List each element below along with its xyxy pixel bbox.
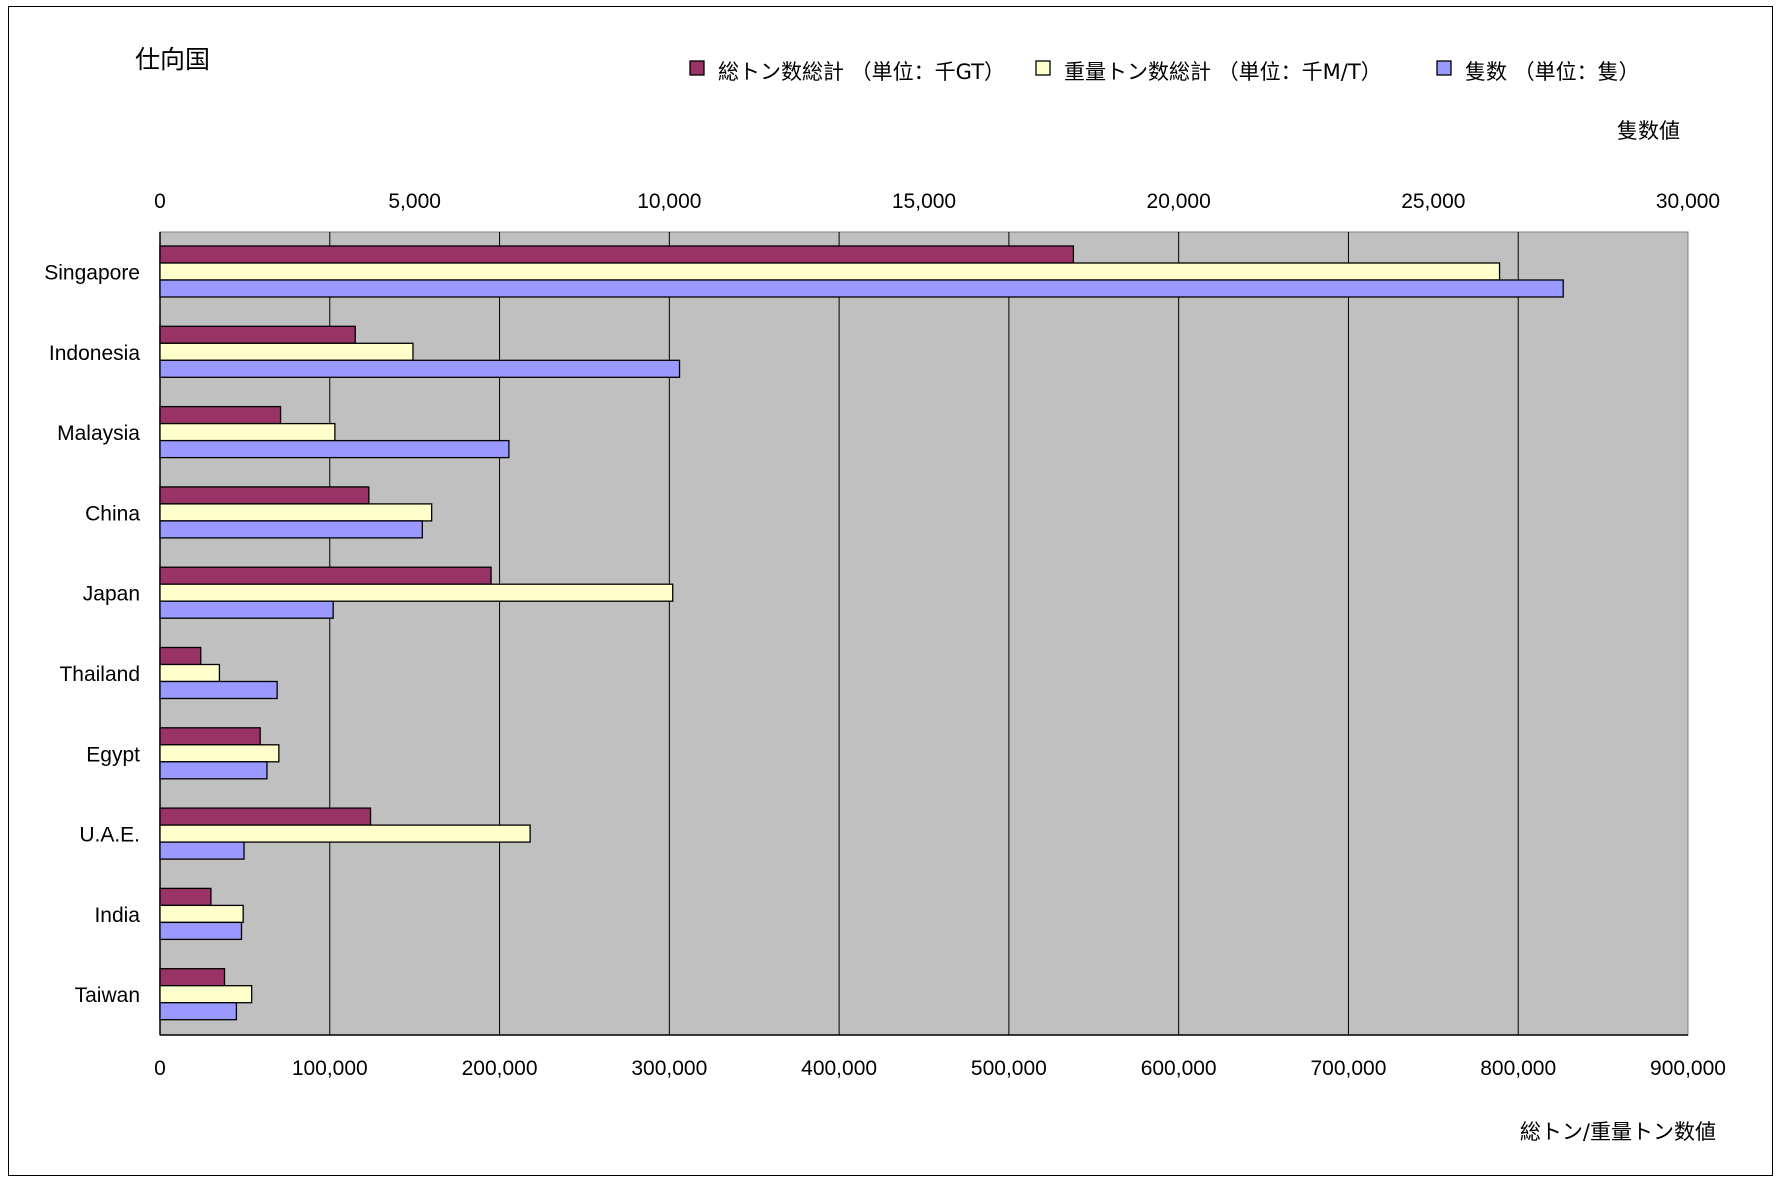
bar bbox=[159, 262, 1501, 281]
bar bbox=[159, 968, 226, 987]
category-label: Japan bbox=[83, 583, 140, 606]
category-label: India bbox=[94, 904, 140, 927]
top-tick-label: 25,000 bbox=[1401, 190, 1465, 213]
legend-label: 総トン数総計 （単位：千GT） bbox=[718, 60, 1005, 84]
bottom-tick-label: 600,000 bbox=[1141, 1057, 1217, 1080]
category-label: Egypt bbox=[86, 743, 140, 766]
top-tick-label: 30,000 bbox=[1656, 190, 1720, 213]
legend: 総トン数総計 （単位：千GT） 重量トン数総計 （単位：千M/T） 隻数 （単位：隻… bbox=[689, 60, 1640, 84]
bottom-tick-label: 0 bbox=[154, 1057, 166, 1080]
top-tick-label: 5,000 bbox=[388, 190, 441, 213]
top-tick-label: 15,000 bbox=[892, 190, 956, 213]
bar bbox=[159, 600, 334, 619]
legend-label: 隻数 （単位：隻） bbox=[1465, 60, 1640, 84]
bar bbox=[159, 566, 492, 585]
category-label: Taiwan bbox=[75, 984, 140, 1007]
legend-swatch bbox=[1436, 60, 1452, 76]
chart-title: 仕向国 bbox=[135, 45, 210, 74]
bar bbox=[159, 680, 278, 700]
bar bbox=[159, 841, 245, 860]
bar bbox=[159, 904, 244, 924]
bar bbox=[159, 887, 212, 907]
legend-swatch bbox=[1035, 60, 1051, 76]
bottom-tick-label: 300,000 bbox=[631, 1057, 707, 1080]
category-label: Singapore bbox=[44, 262, 140, 285]
bar bbox=[159, 646, 202, 666]
legend-label: 重量トン数総計 （単位：千M/T） bbox=[1064, 60, 1382, 84]
bottom-tick-label: 800,000 bbox=[1480, 1057, 1556, 1080]
top-tick-label: 20,000 bbox=[1147, 190, 1211, 213]
category-label: Malaysia bbox=[57, 422, 140, 445]
bar bbox=[159, 807, 372, 826]
bottom-tick-label: 900,000 bbox=[1650, 1057, 1726, 1080]
bar bbox=[159, 503, 433, 522]
category-label: Indonesia bbox=[49, 342, 140, 365]
bar bbox=[159, 439, 510, 459]
bottom-tick-label: 200,000 bbox=[462, 1057, 538, 1080]
bar bbox=[159, 245, 1075, 264]
bottom-tick-label: 400,000 bbox=[801, 1057, 877, 1080]
bar bbox=[159, 824, 531, 843]
top-tick-label: 10,000 bbox=[637, 190, 701, 213]
bottom-axis-title: 総トン/重量トン数値 bbox=[1520, 1120, 1716, 1144]
bar bbox=[159, 405, 282, 425]
bottom-tick-label: 500,000 bbox=[971, 1057, 1047, 1080]
bar bbox=[159, 359, 681, 378]
bar bbox=[159, 422, 336, 442]
bar bbox=[159, 985, 253, 1004]
top-tick-label: 0 bbox=[154, 190, 166, 213]
category-label: U.A.E. bbox=[79, 824, 140, 847]
bar bbox=[159, 279, 1564, 298]
legend-swatch bbox=[689, 60, 705, 76]
bar bbox=[159, 325, 356, 344]
bar bbox=[159, 744, 280, 763]
bar bbox=[159, 342, 414, 361]
bar bbox=[159, 486, 370, 505]
bar bbox=[159, 921, 243, 941]
category-label: Thailand bbox=[59, 663, 140, 686]
category-label: China bbox=[85, 502, 140, 525]
bar bbox=[159, 663, 221, 683]
bar bbox=[159, 727, 261, 746]
bar bbox=[159, 520, 423, 539]
bar bbox=[159, 583, 674, 602]
bar bbox=[159, 761, 268, 780]
bar bbox=[159, 1002, 238, 1021]
top-axis-title: 隻数値 bbox=[1617, 119, 1680, 143]
plot-area: 0 100,000 200,000 300,000 400,000 500,000 600,… bbox=[44, 190, 1726, 1080]
bottom-tick-label: 100,000 bbox=[292, 1057, 368, 1080]
bottom-tick-label: 700,000 bbox=[1310, 1057, 1386, 1080]
